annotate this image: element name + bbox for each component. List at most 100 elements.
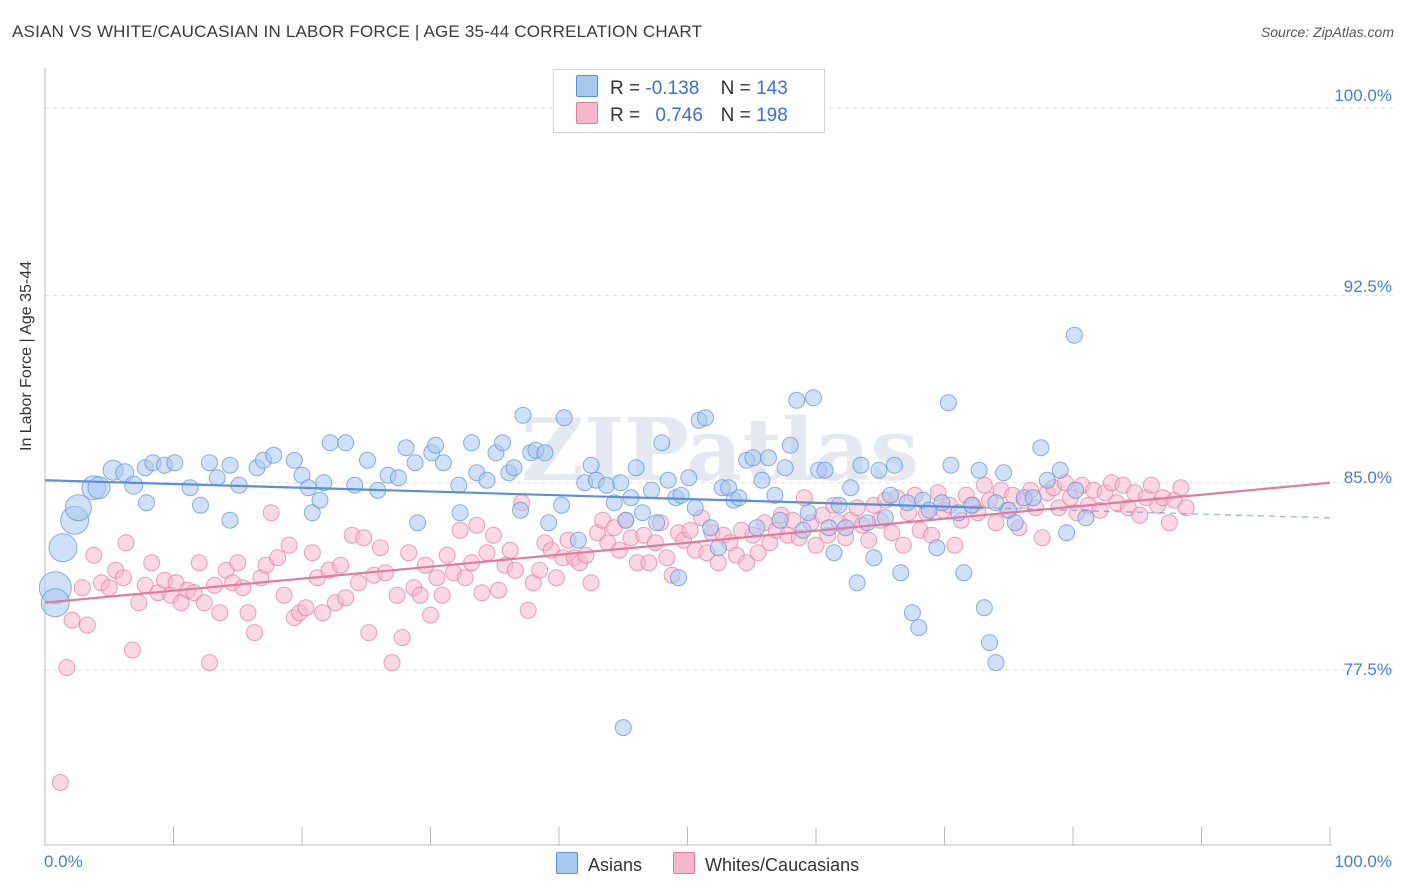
data-point bbox=[359, 451, 376, 469]
bottom-legend: Asians Whites/Caucasians bbox=[556, 852, 885, 876]
legend-swatch-asians bbox=[556, 852, 578, 874]
data-point bbox=[85, 546, 103, 564]
data-point bbox=[303, 544, 321, 562]
data-point bbox=[1006, 514, 1024, 532]
data-point bbox=[114, 569, 132, 587]
data-point bbox=[670, 569, 687, 587]
data-point bbox=[933, 494, 951, 512]
data-point bbox=[332, 556, 350, 574]
data-point bbox=[555, 409, 573, 427]
data-point bbox=[1051, 461, 1069, 479]
data-point bbox=[617, 511, 635, 529]
data-point bbox=[627, 459, 645, 477]
data-point bbox=[987, 514, 1005, 532]
series-asians bbox=[38, 326, 1095, 737]
data-point bbox=[360, 624, 378, 642]
data-point bbox=[138, 494, 155, 512]
data-point bbox=[738, 554, 756, 572]
data-point bbox=[434, 454, 452, 472]
data-point bbox=[433, 586, 451, 604]
data-point bbox=[181, 479, 199, 497]
data-point bbox=[709, 539, 727, 557]
x-tick-0: 0.0% bbox=[44, 852, 83, 871]
data-point bbox=[377, 564, 394, 582]
data-point bbox=[870, 461, 888, 479]
data-point bbox=[262, 504, 280, 522]
data-point bbox=[201, 454, 218, 472]
data-point bbox=[569, 531, 587, 549]
data-point bbox=[1172, 479, 1190, 497]
data-point bbox=[478, 544, 496, 562]
data-point bbox=[389, 469, 407, 487]
data-point bbox=[64, 494, 92, 522]
legend-item-whites[interactable]: Whites/Caucasians bbox=[673, 852, 859, 876]
data-point bbox=[928, 539, 946, 557]
data-point bbox=[612, 474, 630, 492]
data-point bbox=[519, 601, 537, 619]
data-point bbox=[124, 475, 144, 495]
data-point bbox=[388, 586, 406, 604]
data-point bbox=[397, 439, 415, 457]
data-point bbox=[337, 589, 355, 607]
data-point bbox=[438, 546, 456, 564]
data-point bbox=[211, 604, 229, 622]
data-point bbox=[749, 544, 767, 562]
data-point bbox=[799, 504, 817, 522]
data-point bbox=[239, 604, 257, 622]
data-point bbox=[653, 434, 671, 452]
data-point bbox=[748, 519, 766, 537]
data-point bbox=[195, 594, 213, 612]
source-label: Source: ZipAtlas.com bbox=[1260, 24, 1394, 40]
data-point bbox=[400, 544, 418, 562]
data-point bbox=[311, 491, 329, 509]
data-point bbox=[672, 486, 690, 504]
y-tick-92-5: 92.5% bbox=[1343, 277, 1392, 296]
legend-item-asians[interactable]: Asians bbox=[556, 852, 642, 876]
data-point bbox=[297, 599, 315, 617]
data-point bbox=[816, 461, 834, 479]
data-point bbox=[788, 391, 806, 409]
data-point bbox=[427, 436, 445, 454]
data-point bbox=[946, 536, 964, 554]
data-point bbox=[987, 494, 1005, 512]
data-point bbox=[48, 533, 78, 563]
data-point bbox=[1065, 326, 1083, 344]
data-point bbox=[680, 469, 698, 487]
data-point bbox=[987, 654, 1005, 672]
data-point bbox=[269, 549, 287, 567]
x-tick-100: 100.0% bbox=[1334, 852, 1392, 871]
data-point bbox=[234, 579, 252, 597]
data-point bbox=[208, 469, 226, 487]
data-point bbox=[450, 476, 468, 494]
data-point bbox=[265, 446, 283, 464]
data-point bbox=[514, 406, 532, 424]
data-point bbox=[766, 486, 784, 504]
data-point bbox=[898, 494, 916, 512]
data-point bbox=[411, 586, 429, 604]
data-point bbox=[315, 474, 333, 492]
data-point bbox=[975, 476, 993, 494]
data-point bbox=[1038, 471, 1056, 489]
data-point bbox=[820, 519, 838, 537]
data-point bbox=[409, 514, 427, 532]
data-point bbox=[598, 476, 615, 494]
data-point bbox=[78, 616, 96, 634]
data-point bbox=[852, 456, 870, 474]
data-point bbox=[485, 526, 502, 544]
data-point bbox=[942, 456, 960, 474]
data-point bbox=[697, 409, 714, 427]
axes bbox=[44, 68, 1332, 846]
data-point bbox=[830, 496, 848, 514]
data-point bbox=[512, 501, 529, 519]
y-axis-label: In Labor Force | Age 35-44 bbox=[18, 260, 35, 451]
data-point bbox=[393, 629, 411, 647]
data-point bbox=[337, 434, 355, 452]
data-point bbox=[540, 514, 558, 532]
data-point bbox=[634, 504, 651, 522]
data-point bbox=[894, 536, 912, 554]
data-point bbox=[1024, 489, 1042, 507]
data-point bbox=[246, 624, 263, 642]
chart-title: ASIAN VS WHITE/CAUCASIAN IN LABOR FORCE … bbox=[12, 22, 703, 41]
legend-row-whites: R = 0.746 N = 198 bbox=[576, 102, 788, 126]
data-point bbox=[463, 434, 481, 452]
